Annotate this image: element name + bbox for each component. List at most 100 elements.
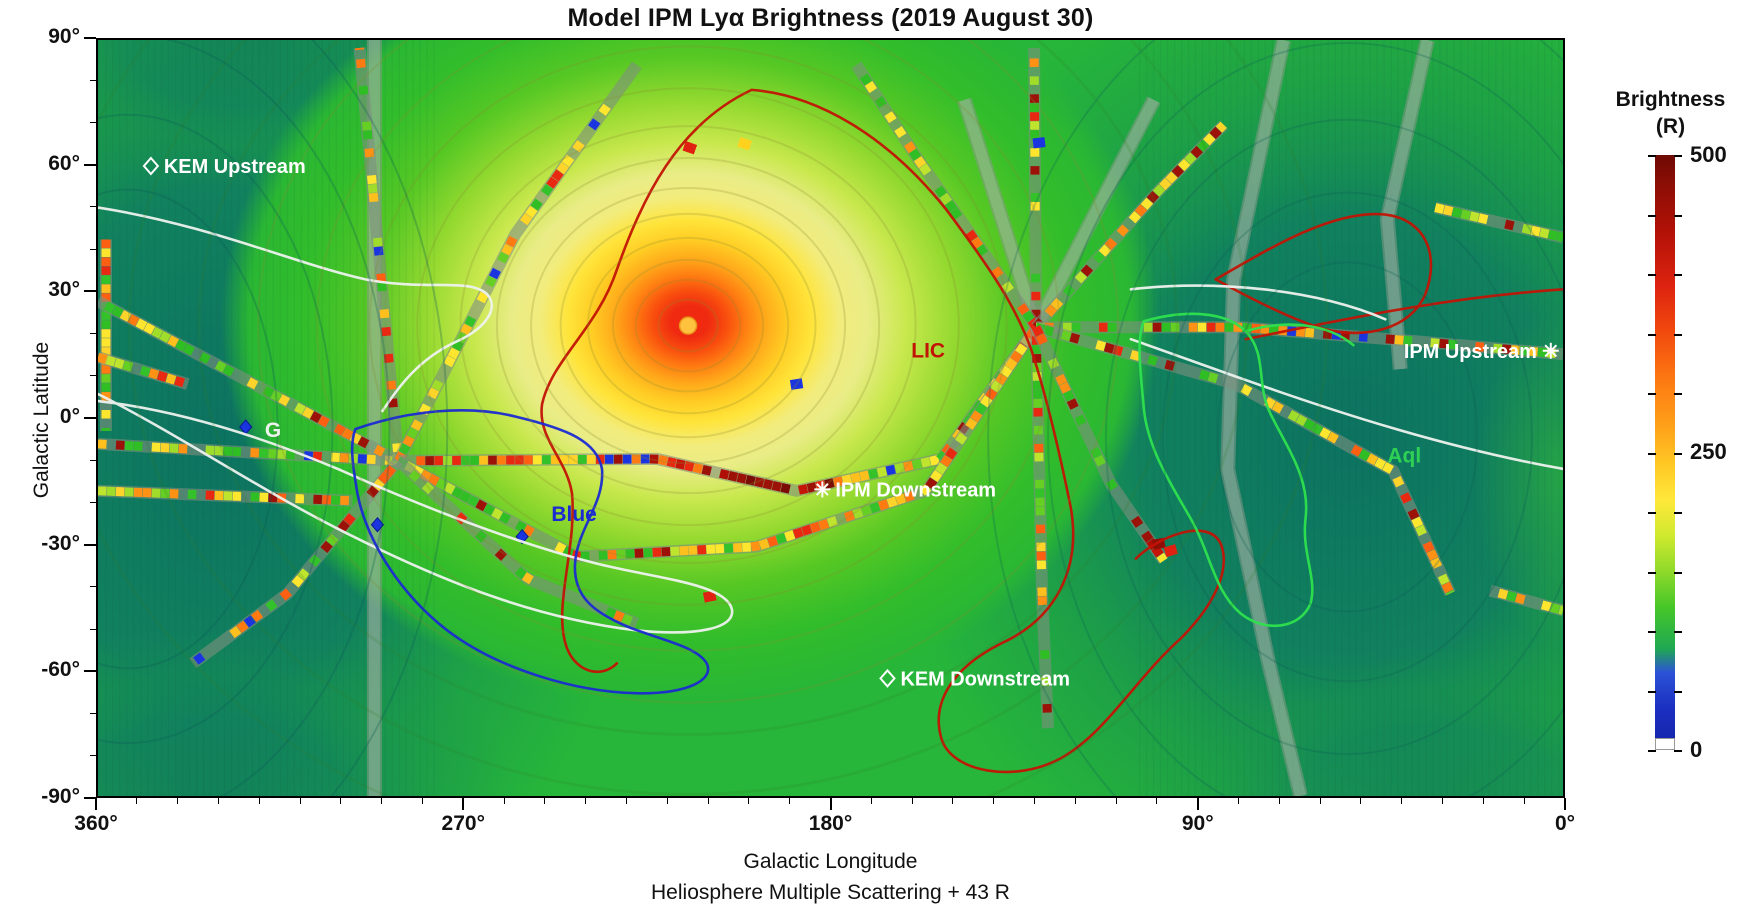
x-minor-tick (1360, 798, 1362, 804)
scan-segment (692, 462, 704, 474)
scan-segment (1394, 335, 1404, 345)
colorbar-tick (1648, 452, 1656, 455)
scan-segment (1074, 414, 1087, 426)
marker-kem-upstream-icon (142, 156, 160, 176)
scan-segment (302, 406, 314, 419)
scan-segment (1093, 454, 1106, 467)
scan-segment (246, 377, 259, 390)
scan-segment (970, 410, 983, 423)
scan-segment (850, 472, 861, 484)
scan-segment (1074, 271, 1088, 284)
scan-segment (666, 456, 677, 468)
y-major-tick (84, 543, 96, 546)
scan-segment (991, 266, 1004, 279)
figure-title: Model IPM Lyα Brightness (2019 August 30… (567, 4, 1094, 32)
scan-segment (1062, 284, 1076, 297)
y-minor-tick (90, 248, 96, 250)
scan-segment (1177, 158, 1191, 172)
scan-segment (214, 360, 227, 373)
brightness-contour (987, 40, 1563, 796)
x-tick-label: 90° (1181, 812, 1214, 835)
scan-segment (467, 495, 480, 508)
scan-segment (826, 516, 838, 528)
y-tick-label: 0° (59, 405, 80, 428)
scan-segment (540, 183, 554, 197)
scan-segment (975, 244, 989, 257)
scan-segment (784, 530, 796, 542)
survey-band-inner (1381, 40, 1433, 370)
y-minor-tick (90, 586, 96, 588)
scan-segment (1319, 427, 1332, 440)
scan-segment (1311, 422, 1324, 435)
scan-segment (358, 85, 369, 95)
scan-segment (859, 470, 870, 482)
x-minor-tick (707, 798, 709, 804)
sky-map: KEM Upstream IPM Downstream KEM Downstream… (98, 40, 1563, 796)
scan-segment (876, 466, 888, 478)
scan-segment (1400, 492, 1412, 504)
scan-segment (113, 358, 125, 370)
scan-segment (341, 427, 354, 440)
scan-segment (520, 213, 533, 226)
scan-segment (377, 471, 391, 485)
brightness-contour (1161, 191, 1534, 683)
brightness-contour (495, 157, 881, 495)
scan-segment (459, 490, 472, 503)
scan-segment (818, 518, 830, 531)
scan-segment (864, 81, 877, 94)
scan-segment (452, 339, 464, 352)
scan-segment (1501, 344, 1512, 355)
x-minor-tick (421, 798, 423, 804)
scan-segment (1156, 552, 1168, 564)
scan-segment (1439, 338, 1449, 349)
scan-segment (1530, 225, 1541, 237)
scan-segment-loose (1163, 544, 1178, 558)
x-minor-tick (870, 798, 872, 804)
y-major-tick (84, 670, 96, 673)
scan-segment (435, 478, 448, 491)
scan-segment (1460, 209, 1471, 221)
scan-segment (657, 454, 669, 466)
scan-segment (935, 462, 948, 475)
x-tick-label: 180° (808, 812, 853, 835)
colorbar-tick (1674, 631, 1682, 633)
scan-segment (546, 176, 559, 189)
scan-segment (771, 480, 782, 492)
scan-segment (920, 456, 931, 468)
scan-segment (904, 141, 917, 154)
scan-segment (913, 156, 927, 169)
colorbar-tick (1648, 274, 1656, 276)
scan-segment (460, 323, 473, 336)
scan-segment (1407, 508, 1420, 520)
scan-segment (1043, 325, 1055, 337)
scan-segment (975, 402, 988, 415)
scan-segment (767, 535, 779, 547)
colorbar-tick (1674, 690, 1682, 693)
scan-segment (398, 443, 411, 455)
scan-segment (1426, 549, 1439, 561)
scan-segment (1556, 231, 1563, 242)
scan-segment (1510, 345, 1521, 355)
scan-segment (801, 524, 813, 536)
x-minor-tick (911, 798, 913, 804)
plot-area: KEM Upstream IPM Downstream KEM Downstream… (96, 38, 1565, 798)
scan-segment (317, 415, 330, 428)
scan-segment (1159, 177, 1172, 191)
scan-segment (367, 183, 378, 194)
colorbar-tick (1674, 512, 1682, 514)
cloud-label-aql: Aql (1387, 444, 1421, 467)
scan-segment (151, 326, 164, 339)
scan-segment (944, 200, 958, 213)
scan-segment (806, 482, 817, 493)
scan-segment (1296, 327, 1306, 337)
scan-segment (361, 121, 372, 131)
colorbar-tick (1648, 214, 1656, 217)
peak-dot-marker (678, 316, 698, 335)
brightness-contour (416, 87, 960, 564)
scan-segment (377, 282, 387, 292)
scan-segment (372, 237, 383, 247)
scan-segment (750, 541, 761, 552)
scan-segment (421, 481, 435, 495)
y-minor-tick (90, 79, 96, 81)
y-tick-label: 30° (48, 278, 80, 302)
